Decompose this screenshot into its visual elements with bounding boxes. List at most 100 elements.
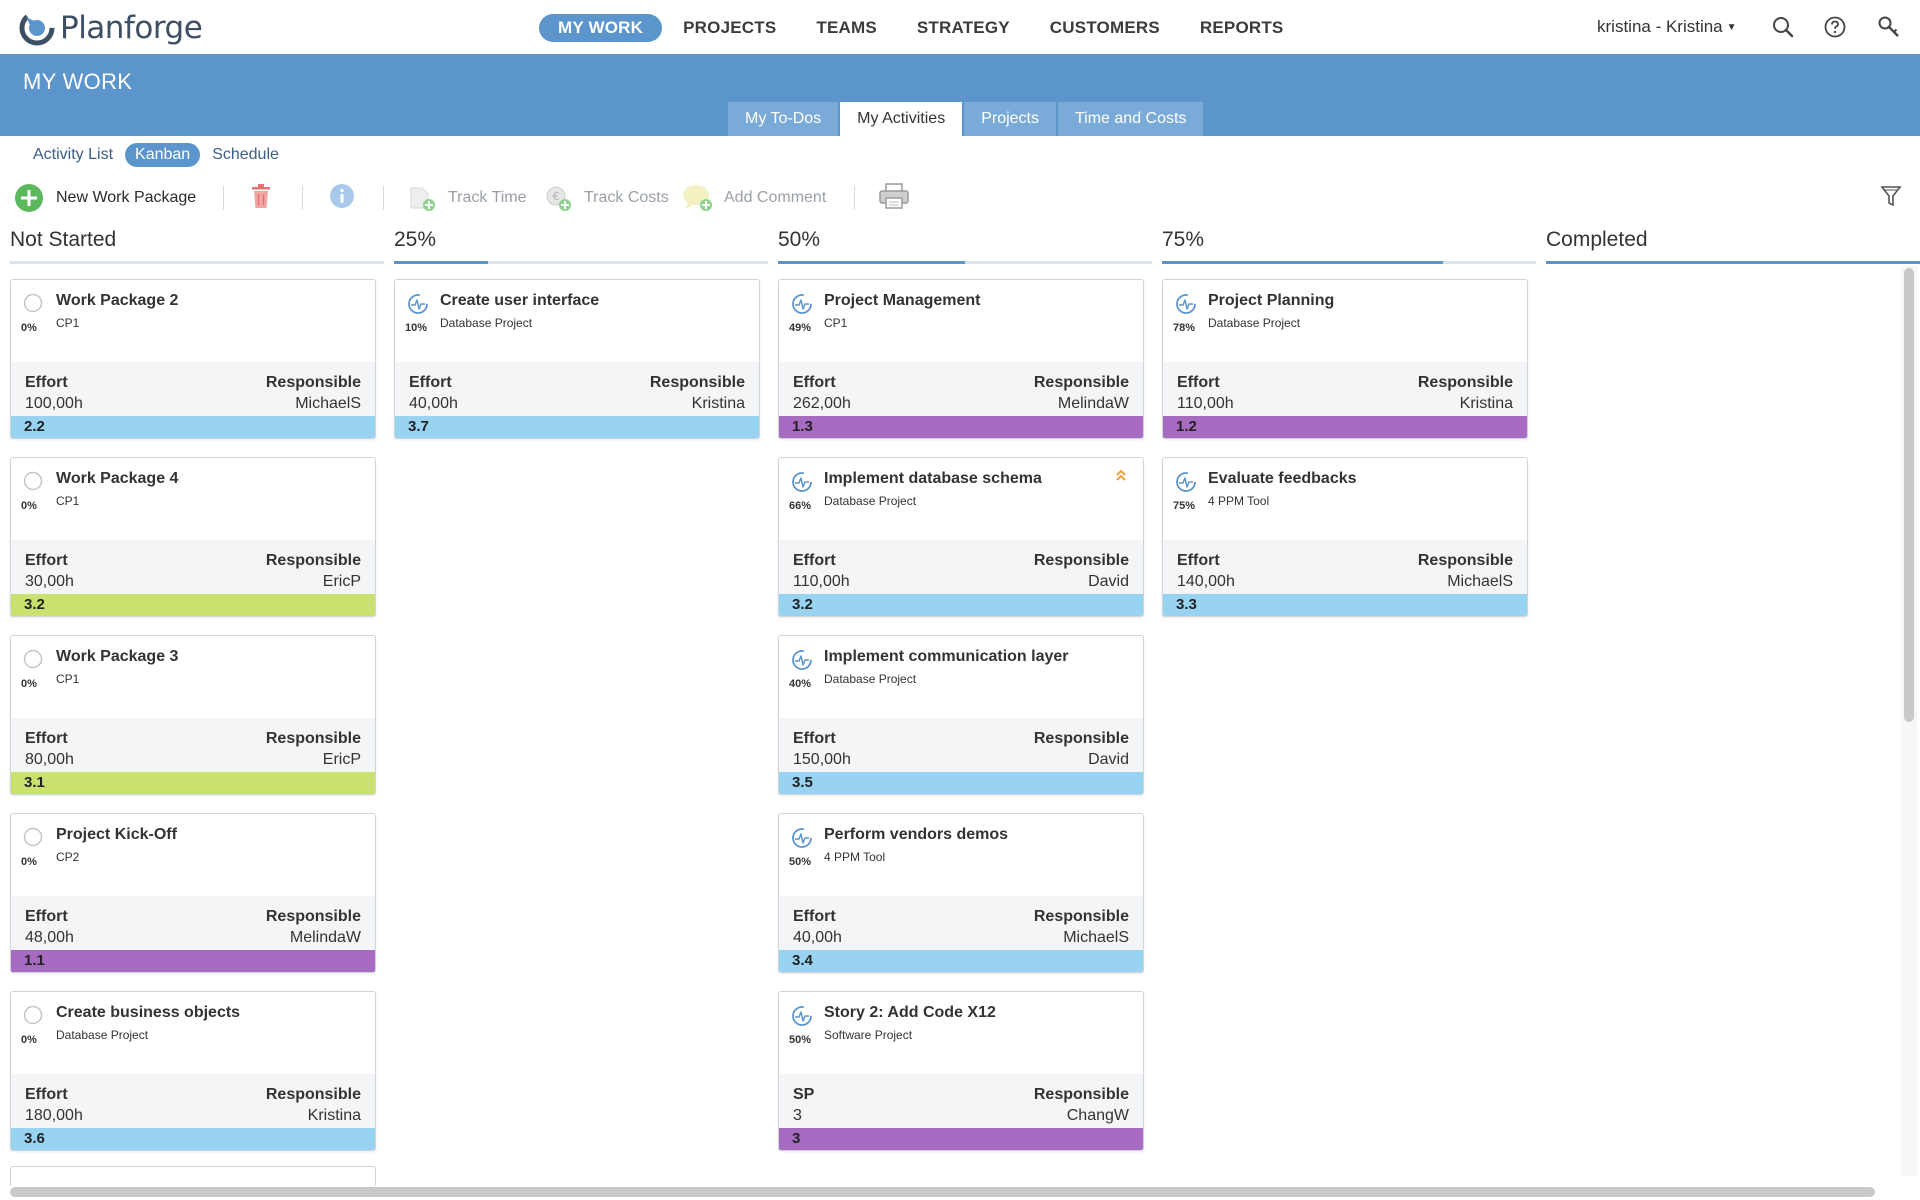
track-time-label: Track Time: [448, 189, 527, 206]
card-percent: 50%: [789, 856, 812, 868]
card-header: 78% Project Planning Database Project: [1163, 280, 1527, 362]
card-header: 75% Evaluate feedbacks 4 PPM Tool: [1163, 458, 1527, 540]
card-project: Database Project: [56, 1028, 149, 1042]
user-menu[interactable]: kristina - Kristina ▼: [1597, 17, 1737, 37]
new-work-package-button[interactable]: New Work Package: [14, 181, 196, 215]
card-percent: 40%: [789, 678, 812, 690]
card-header: 40% Implement communication layer Database…: [779, 636, 1143, 718]
card-title[interactable]: Project Management: [824, 292, 981, 309]
card-project: CP1: [56, 494, 80, 508]
view-kanban[interactable]: Kanban: [125, 143, 201, 167]
status-in-progress-icon[interactable]: [791, 649, 812, 670]
card-title[interactable]: Work Package 3: [56, 648, 179, 665]
nav-teams[interactable]: TEAMS: [816, 18, 877, 37]
status-in-progress-icon[interactable]: [1175, 471, 1196, 492]
card-effort-value: 150,00h: [793, 751, 851, 768]
kanban-card[interactable]: 0% Work Package 3 CP1 Effort 80,00h Responsib…: [10, 635, 376, 795]
info-button[interactable]: [329, 181, 355, 215]
card-details: Effort 40,00h Responsible Kristina: [395, 362, 759, 417]
card-title[interactable]: Evaluate feedbacks: [1208, 470, 1357, 487]
card-effort-value: 40,00h: [793, 929, 842, 946]
column-25: 25%: [394, 228, 768, 264]
kanban-card[interactable]: 0% Work Package 2 CP1 Effort 100,00h Responsi…: [10, 279, 376, 439]
nav-reports[interactable]: REPORTS: [1199, 18, 1284, 37]
info-icon: [329, 183, 355, 214]
user-name: kristina - Kristina: [1597, 17, 1723, 36]
track-costs-button[interactable]: € Track Costs: [544, 181, 669, 215]
card-title[interactable]: Implement communication layer: [824, 648, 1069, 665]
status-not-started-icon[interactable]: [23, 649, 43, 669]
nav-my-work[interactable]: MY WORK: [539, 14, 663, 42]
kanban-card[interactable]: 50% Story 2: Add Code X12 Software Project…: [778, 991, 1144, 1151]
card-title[interactable]: Project Kick-Off: [56, 826, 177, 843]
card-title[interactable]: Create user interface: [440, 292, 600, 309]
view-activity-list[interactable]: Activity List: [33, 146, 114, 163]
status-in-progress-icon[interactable]: [791, 827, 812, 848]
print-button[interactable]: [878, 181, 910, 215]
status-in-progress-icon[interactable]: [407, 293, 428, 314]
kanban-card[interactable]: 50% Perform vendors demos 4 PPM Tool Effort…: [778, 813, 1144, 973]
vertical-scrollbar[interactable]: [1904, 268, 1914, 722]
card-title[interactable]: Project Planning: [1208, 292, 1335, 309]
kanban-card[interactable]: 0% Project Kick-Off CP2 Effort 48,00h Respons…: [10, 813, 376, 973]
status-not-started-icon[interactable]: [23, 1005, 43, 1025]
search-icon[interactable]: [1771, 15, 1795, 39]
card-title[interactable]: Perform vendors demos: [824, 826, 1009, 843]
nav-strategy[interactable]: STRATEGY: [916, 18, 1010, 37]
toolbar-divider: [383, 186, 384, 210]
card-responsible-label: Responsible: [1033, 374, 1129, 391]
card-title[interactable]: Create business objects: [56, 1004, 241, 1021]
kanban-card[interactable]: 0% Create business objects Database Projec…: [10, 991, 376, 1151]
kanban-card[interactable]: 66% Implement database schema Database Pro…: [778, 457, 1144, 617]
card-header: 66% Implement database schema Database Pro…: [779, 458, 1143, 540]
status-not-started-icon[interactable]: [23, 293, 43, 313]
view-schedule[interactable]: Schedule: [212, 146, 279, 163]
kanban-card[interactable]: 49% Project Management CP1 Effort 262,00h Res…: [778, 279, 1144, 439]
kanban-card[interactable]: 75% Evaluate feedbacks 4 PPM Tool Effort 140…: [1162, 457, 1528, 617]
card-project: Database Project: [1208, 316, 1301, 330]
card-effort-value: 30,00h: [25, 573, 74, 590]
tab-projects[interactable]: Projects: [964, 102, 1056, 136]
card-title[interactable]: Story 2: Add Code X12: [824, 1004, 996, 1021]
card-project: CP2: [56, 850, 80, 864]
key-icon[interactable]: [1877, 15, 1901, 39]
kanban-card[interactable]: 78% Project Planning Database Project Effor…: [1162, 279, 1528, 439]
card-title[interactable]: Work Package 4: [56, 470, 179, 487]
help-icon[interactable]: [1823, 15, 1847, 39]
tab-my-todos[interactable]: My To-Dos: [728, 102, 839, 136]
column-progress: [778, 261, 965, 264]
status-not-started-icon[interactable]: [23, 827, 43, 847]
card-title[interactable]: Implement database schema: [824, 470, 1042, 487]
tab-time-and-costs[interactable]: Time and Costs: [1057, 102, 1204, 136]
card-responsible-label: Responsible: [265, 1086, 361, 1103]
card-responsible-label: Responsible: [649, 374, 745, 391]
filter-button[interactable]: [1880, 181, 1902, 215]
card-details: Effort 110,00h Responsible Kristina: [1163, 362, 1527, 417]
kanban-card[interactable]: 10% Create user interface Database Project…: [394, 279, 760, 439]
kanban-card[interactable]: 40% Implement communication layer Database…: [778, 635, 1144, 795]
nav-projects[interactable]: PROJECTS: [683, 18, 777, 37]
card-project: 4 PPM Tool: [1208, 494, 1270, 508]
delete-button[interactable]: [250, 181, 272, 215]
kanban-card-partial[interactable]: [10, 1166, 376, 1186]
app-logo[interactable]: Planforge: [18, 8, 203, 48]
track-time-button[interactable]: Track Time: [408, 181, 527, 215]
horizontal-scrollbar[interactable]: [10, 1187, 1875, 1197]
status-in-progress-icon[interactable]: [791, 1005, 812, 1026]
card-title[interactable]: Work Package 2: [56, 292, 179, 309]
kanban-card[interactable]: 0% Work Package 4 CP1 Effort 30,00h Responsib…: [10, 457, 376, 617]
card-effort-label: Effort: [1177, 552, 1220, 569]
status-in-progress-icon[interactable]: [791, 471, 812, 492]
status-in-progress-icon[interactable]: [1175, 293, 1196, 314]
card-responsible-value: Kristina: [307, 1107, 361, 1124]
add-comment-button[interactable]: Add Comment: [682, 181, 826, 215]
card-percent: 0%: [21, 678, 37, 690]
page-header: MY WORK My To-Dos My Activities Projects…: [0, 54, 1920, 136]
status-not-started-icon[interactable]: [23, 471, 43, 491]
nav-customers[interactable]: CUSTOMERS: [1049, 18, 1160, 37]
card-details: Effort 262,00h Responsible MelindaW: [779, 362, 1143, 417]
column-not-started: Not Started: [10, 228, 384, 264]
toolbar-divider: [854, 186, 855, 210]
status-in-progress-icon[interactable]: [791, 293, 812, 314]
tab-my-activities[interactable]: My Activities: [840, 102, 963, 136]
